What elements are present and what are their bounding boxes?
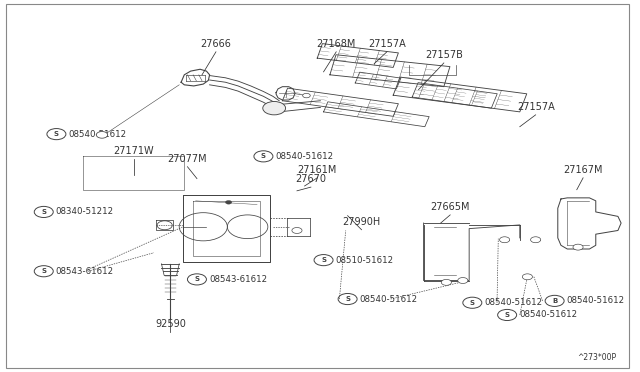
Text: 27157B: 27157B: [425, 50, 463, 60]
Text: 27168M: 27168M: [317, 39, 356, 49]
Text: 27077M: 27077M: [168, 154, 207, 164]
Text: S: S: [345, 296, 350, 302]
Circle shape: [573, 244, 583, 250]
Circle shape: [500, 237, 509, 243]
Circle shape: [531, 237, 541, 243]
Text: S: S: [195, 276, 200, 282]
Circle shape: [96, 132, 108, 138]
Circle shape: [303, 93, 310, 98]
Text: 08340-51212: 08340-51212: [56, 208, 114, 217]
Circle shape: [225, 201, 232, 204]
Text: 08540-51612: 08540-51612: [519, 311, 577, 320]
Text: 27670: 27670: [296, 174, 326, 184]
Text: 08543-61612: 08543-61612: [209, 275, 267, 284]
Text: 08540-51612: 08540-51612: [566, 296, 625, 305]
Text: S: S: [470, 300, 475, 306]
Text: 27161M: 27161M: [298, 165, 337, 175]
Text: S: S: [321, 257, 326, 263]
Circle shape: [263, 102, 285, 115]
Text: 27171W: 27171W: [113, 146, 154, 156]
Text: 27167M: 27167M: [563, 165, 603, 175]
Text: S: S: [54, 131, 59, 137]
Text: ^273*00P: ^273*00P: [577, 353, 617, 362]
Text: 27665M: 27665M: [431, 202, 470, 212]
Text: S: S: [41, 209, 46, 215]
Text: 27157A: 27157A: [368, 39, 406, 49]
Circle shape: [442, 279, 451, 285]
Circle shape: [292, 228, 302, 234]
Text: 08540-51612: 08540-51612: [275, 152, 333, 161]
Text: 27157A: 27157A: [516, 102, 554, 112]
Text: 27666: 27666: [200, 39, 232, 49]
Text: S: S: [261, 153, 266, 159]
Text: B: B: [552, 298, 557, 304]
Circle shape: [458, 278, 468, 283]
Text: 92590: 92590: [155, 319, 186, 329]
Circle shape: [522, 274, 532, 280]
Text: 08540-51612: 08540-51612: [360, 295, 418, 304]
Text: 27990H: 27990H: [342, 217, 381, 227]
Text: 08540-51612: 08540-51612: [68, 129, 127, 139]
Text: 08543-61612: 08543-61612: [56, 267, 114, 276]
Text: S: S: [505, 312, 509, 318]
Text: 08510-51612: 08510-51612: [335, 256, 394, 264]
Text: 08540-51612: 08540-51612: [484, 298, 543, 307]
Text: S: S: [41, 268, 46, 274]
